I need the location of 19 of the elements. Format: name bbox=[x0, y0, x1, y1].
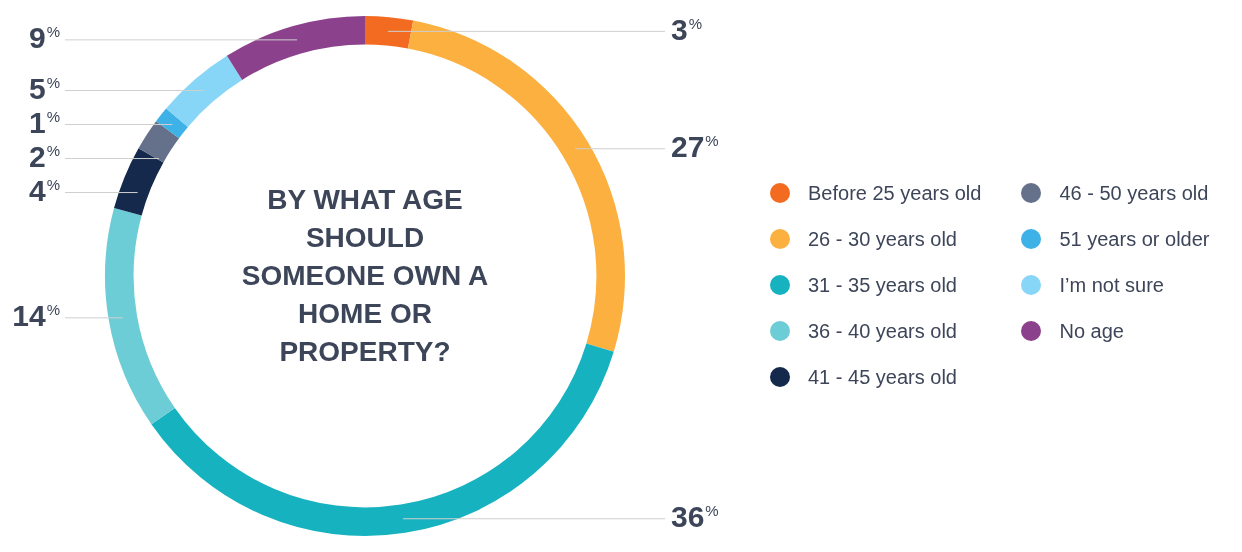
data-label: 14% bbox=[12, 299, 61, 333]
legend-label: 41 - 45 years old bbox=[808, 365, 957, 389]
legend-label: No age bbox=[1059, 319, 1124, 343]
data-label: 27% bbox=[671, 130, 719, 164]
data-label: 5% bbox=[28, 71, 61, 105]
data-label: 4% bbox=[28, 173, 61, 207]
data-label: 1% bbox=[28, 105, 61, 139]
legend-label: 51 years or older bbox=[1059, 227, 1210, 251]
data-label: 2% bbox=[28, 139, 61, 173]
legend-label: 36 - 40 years old bbox=[808, 319, 957, 343]
data-label: 36% bbox=[671, 500, 719, 533]
data-label: 3% bbox=[671, 12, 703, 46]
legend-label: 31 - 35 years old bbox=[808, 273, 957, 297]
legend-label: Before 25 years old bbox=[808, 181, 982, 205]
data-label: 9% bbox=[28, 21, 61, 55]
legend-label: 46 - 50 years old bbox=[1059, 181, 1209, 205]
legend-label: I’m not sure bbox=[1059, 273, 1164, 297]
legend-label: 26 - 30 years old bbox=[808, 227, 957, 251]
text: BY WHAT AGE SHOULD SOMEONE OWN A HOME OR PROPERTY? bbox=[240, 183, 490, 369]
